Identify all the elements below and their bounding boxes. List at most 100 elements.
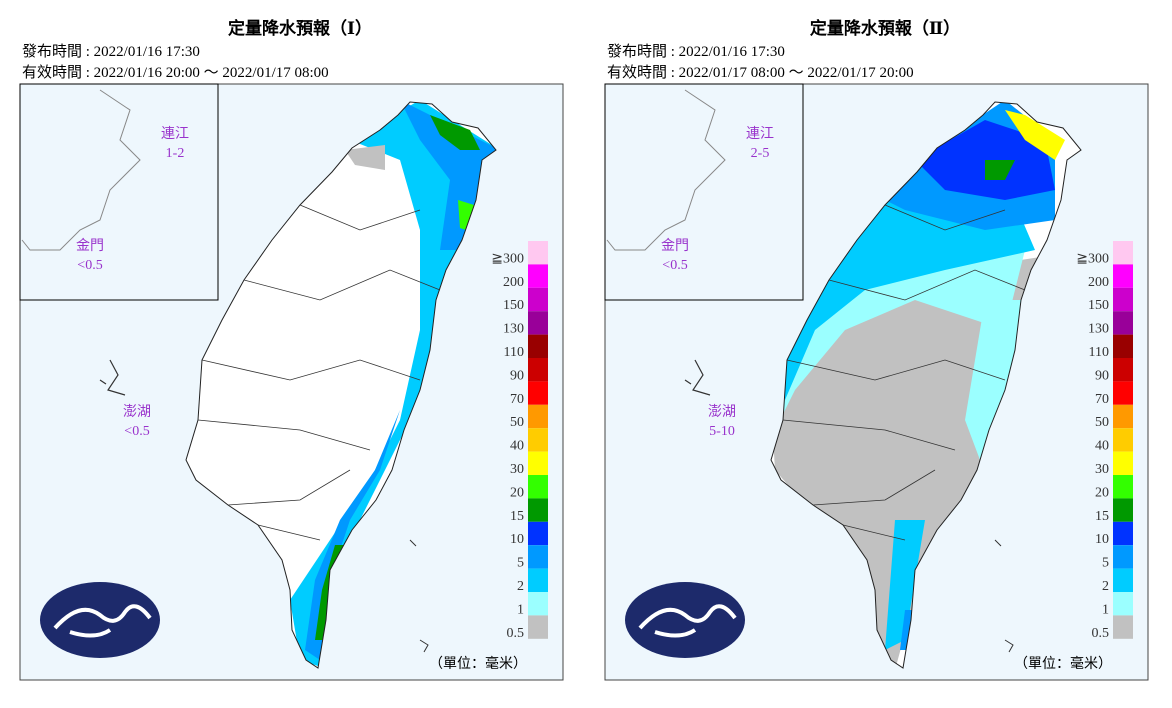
rain-region	[965, 300, 1025, 460]
unit-label: （單位：毫米）	[429, 655, 527, 672]
issue-time: 發布時間 : 2022/01/16 17:30	[607, 43, 785, 60]
legend-swatch	[528, 334, 548, 358]
legend-label: 1	[517, 602, 524, 617]
area-value: 2-5	[751, 146, 770, 161]
legend-label: 30	[1095, 462, 1109, 477]
legend-swatch	[1113, 615, 1133, 639]
rain-region	[985, 160, 1015, 180]
legend-label: 70	[1095, 392, 1109, 407]
legend-label: 200	[503, 275, 524, 290]
legend-swatch	[528, 287, 548, 312]
legend-swatch	[528, 358, 548, 382]
rain-region	[345, 145, 385, 170]
area-value: 1-2	[166, 146, 185, 161]
map-panel: 定量降水預報（Ⅱ） 發布時間 : 2022/01/16 17:30 有效時間 : 2…	[604, 18, 1149, 681]
inset-coast	[21, 89, 141, 251]
unit-label: （單位：毫米）	[1014, 655, 1112, 672]
legend-label: 50	[510, 415, 524, 430]
legend-swatch	[528, 311, 548, 335]
legend-swatch	[528, 615, 548, 639]
area-name: 澎湖	[123, 404, 151, 420]
legend-swatch	[1113, 311, 1133, 335]
legend-swatch	[1113, 498, 1133, 522]
legend-swatch	[1113, 404, 1133, 429]
legend-swatch	[528, 592, 548, 616]
small-island	[409, 539, 429, 653]
legend-swatch	[1113, 428, 1133, 452]
legend-label: 70	[510, 392, 524, 407]
legend-swatch	[1113, 334, 1133, 358]
inset-frame	[19, 83, 219, 301]
legend-label: 50	[1095, 415, 1109, 430]
legend-label: 130	[503, 322, 524, 337]
area-name: 澎湖	[708, 404, 736, 420]
legend-label: 10	[1095, 532, 1109, 547]
inset-frame	[604, 83, 804, 301]
legend-label: 150	[1088, 298, 1109, 313]
area-value: <0.5	[77, 258, 102, 273]
legend-swatch	[1113, 264, 1133, 288]
legend-label: ≧300	[491, 251, 524, 266]
legend-label: 10	[510, 532, 524, 547]
legend-swatch	[1113, 358, 1133, 382]
legend-label: 30	[510, 462, 524, 477]
legend-label: 5	[517, 556, 524, 571]
issue-time: 發布時間 : 2022/01/16 17:30	[22, 43, 200, 60]
taiwan-outline	[185, 101, 497, 669]
legend-swatch	[528, 381, 548, 405]
legend-label: 90	[510, 368, 524, 383]
taiwan-outline	[770, 101, 1082, 669]
county-borders	[197, 204, 441, 541]
legend-swatch	[1113, 592, 1133, 616]
legend-swatch	[1113, 475, 1133, 499]
rain-region	[1005, 110, 1065, 160]
cwb-logo-wave	[53, 604, 152, 638]
area-name: 連江	[161, 126, 189, 142]
legend-swatch	[528, 241, 548, 265]
legend-swatch	[528, 451, 548, 475]
area-value: <0.5	[662, 258, 687, 273]
legend-swatch	[528, 404, 548, 429]
area-name: 金門	[76, 238, 104, 254]
legend-swatch	[1113, 381, 1133, 405]
legend-swatch	[528, 264, 548, 288]
legend-label: 0.5	[1092, 626, 1110, 641]
area-name: 連江	[746, 126, 774, 142]
county-borders	[782, 204, 1026, 541]
area-value: <0.5	[124, 424, 149, 439]
legend-label: 150	[503, 298, 524, 313]
penghu-islands	[99, 359, 126, 396]
legend-label: 0.5	[507, 626, 525, 641]
map-title: 定量降水預報（Ⅰ）	[228, 18, 372, 38]
legend-label: 15	[1095, 509, 1109, 524]
legend-label: 2	[517, 579, 524, 594]
inset-coast	[606, 89, 726, 251]
legend-swatch	[1113, 287, 1133, 312]
rain-region	[305, 410, 400, 660]
legend-swatch	[1113, 241, 1133, 265]
cwb-logo	[625, 582, 745, 658]
legend-swatch	[528, 545, 548, 569]
legend-label: 5	[1102, 556, 1109, 571]
cwb-logo-wave	[638, 604, 737, 638]
rain-region	[430, 115, 480, 150]
legend-label: 110	[1089, 345, 1109, 360]
legend-swatch	[1113, 545, 1133, 569]
legend-label: 20	[510, 485, 524, 500]
legend-label: 110	[504, 345, 524, 360]
map-title: 定量降水預報（Ⅱ）	[810, 18, 960, 38]
legend-swatch	[528, 428, 548, 452]
small-island	[994, 539, 1014, 653]
legend-swatch	[528, 568, 548, 592]
legend-label: 2	[1102, 579, 1109, 594]
valid-time: 有效時間 : 2022/01/17 08:00 ～ 2022/01/17 20:…	[607, 64, 914, 81]
legend-swatch	[1113, 521, 1133, 546]
legend-label: 20	[1095, 485, 1109, 500]
valid-time: 有效時間 : 2022/01/16 20:00 ～ 2022/01/17 08:…	[22, 64, 329, 81]
legend-label: 15	[510, 509, 524, 524]
legend-swatch	[1113, 451, 1133, 475]
area-value: 5-10	[709, 424, 735, 439]
legend-swatch	[1113, 568, 1133, 592]
cwb-logo	[40, 582, 160, 658]
